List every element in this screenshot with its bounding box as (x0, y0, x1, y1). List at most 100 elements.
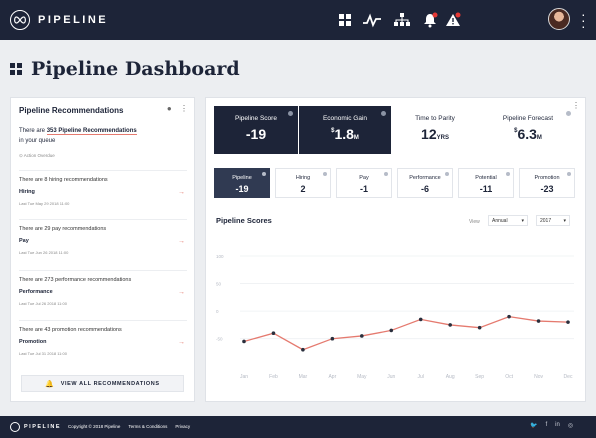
data-point[interactable] (301, 347, 305, 352)
y-tick-label: -50 (216, 337, 223, 342)
info-icon[interactable]: ● (166, 104, 172, 113)
kpi-economic-gain[interactable]: Economic Gain $1.8M (299, 106, 391, 154)
footer: PIPELINE Copyright © 2018 Pipeline Terms… (0, 416, 596, 438)
recommendations-card: Pipeline Recommendations ● ⋮ There are 3… (10, 97, 195, 402)
privacy-link[interactable]: Privacy (175, 424, 191, 429)
recommendations-title: Pipeline Recommendations (19, 106, 124, 115)
info-icon[interactable] (323, 172, 327, 176)
data-point[interactable] (566, 320, 570, 324)
linkedin-icon[interactable]: in (555, 422, 560, 428)
kpi-pipeline-forecast[interactable]: Pipeline Forecast $6.3M (480, 106, 576, 154)
notification-bell-icon[interactable] (422, 12, 438, 28)
x-tick-label: Jul (418, 374, 424, 380)
data-point[interactable] (360, 334, 364, 338)
tab-promotion[interactable]: Promotion -23 (519, 168, 575, 198)
page-header: Pipeline Dashboard (10, 58, 240, 80)
arrow-right-icon[interactable]: → (178, 289, 185, 296)
card-menu-icon[interactable]: ⋮ (572, 101, 580, 110)
arrow-right-icon[interactable]: → (178, 238, 185, 245)
top-navbar: PIPELINE · · · (0, 0, 596, 40)
kpi-time-to-parity[interactable]: Time to Parity 12YRS (415, 115, 455, 142)
data-point[interactable] (448, 323, 452, 327)
tab-potential[interactable]: Potential -11 (458, 168, 514, 198)
footer-logo[interactable]: PIPELINE (10, 422, 61, 432)
chevron-down-icon: ▾ (563, 218, 566, 224)
x-tick-label: Oct (505, 374, 513, 380)
dashboard-grid-icon[interactable] (337, 12, 353, 28)
data-point[interactable] (242, 339, 246, 344)
arrow-right-icon[interactable]: → (178, 339, 185, 346)
view-all-recommendations-button[interactable]: 🔔 VIEW ALL RECOMMENDATIONS (21, 375, 184, 392)
terms-link[interactable]: Terms & Conditions (128, 424, 168, 429)
data-point[interactable] (271, 331, 276, 335)
alert-warning-icon[interactable] (445, 12, 461, 28)
data-point[interactable] (477, 325, 482, 330)
pipeline-metrics-card: ⋮ Pipeline Score -19 Economic Gain $1.8M… (205, 97, 586, 402)
recommendation-count-link[interactable]: 353 Pipeline Recommendations (46, 128, 137, 135)
x-tick-label: Aug (446, 374, 455, 380)
kpi-pipeline-score[interactable]: Pipeline Score -19 (214, 106, 298, 154)
recommendation-item-pay[interactable]: There are 29 pay recommendations Pay Las… (19, 219, 187, 255)
info-icon[interactable] (288, 111, 293, 116)
data-point[interactable] (536, 319, 541, 323)
app-logo[interactable]: PIPELINE (10, 10, 108, 30)
tab-performance[interactable]: Performance -6 (397, 168, 453, 198)
x-tick-label: May (357, 374, 367, 380)
data-point[interactable] (389, 328, 394, 333)
info-icon[interactable] (384, 172, 388, 176)
org-chart-icon[interactable] (393, 12, 411, 28)
tab-hiring[interactable]: Hiring 2 (275, 168, 331, 198)
x-tick-label: Apr (328, 374, 336, 380)
chevron-down-icon: ▾ (521, 218, 524, 224)
analytics-trend-icon[interactable] (362, 12, 382, 28)
copyright-text: Copyright © 2018 Pipeline (68, 424, 121, 429)
chart-title: Pipeline Scores (216, 216, 272, 225)
instagram-icon[interactable]: ◎ (567, 423, 574, 429)
page-title: Pipeline Dashboard (31, 58, 240, 80)
bell-icon: 🔔 (45, 380, 55, 388)
info-icon[interactable] (566, 111, 571, 116)
x-tick-label: Jan (240, 374, 248, 380)
view-label: View (469, 219, 480, 225)
user-avatar[interactable] (548, 8, 570, 30)
y-tick-label: 100 (216, 254, 224, 259)
x-tick-label: Mar (299, 374, 308, 380)
dashboard-grid-icon (10, 63, 22, 75)
x-tick-label: Sep (475, 374, 484, 380)
data-point[interactable] (418, 317, 423, 322)
data-point[interactable] (330, 336, 335, 341)
recommendation-item-promotion[interactable]: There are 43 promotion recommendations P… (19, 320, 187, 356)
card-actions: ● ⋮ (167, 104, 188, 113)
series-line (243, 315, 569, 351)
arrow-right-icon[interactable]: → (178, 189, 185, 196)
info-icon[interactable] (506, 172, 510, 176)
more-options-icon[interactable]: · · · (581, 6, 586, 34)
recommendations-summary: There are 353 Pipeline Recommendations i… (19, 128, 137, 144)
x-tick-label: Nov (534, 374, 543, 380)
pipeline-scores-chart: 100 50 0 -50 Jan Feb Mar Apr May Jun Jul Aug Sep Oct… (216, 254, 574, 380)
period-select[interactable]: Annual ▾ (488, 215, 528, 226)
data-point[interactable] (507, 314, 511, 319)
x-tick-label: Dec (564, 374, 573, 380)
twitter-icon[interactable]: 🐦 (530, 423, 538, 429)
y-tick-label: 0 (216, 309, 219, 314)
x-tick-label: Jun (387, 374, 395, 380)
info-icon[interactable] (381, 111, 386, 116)
info-icon[interactable] (445, 172, 449, 176)
infinity-logo-icon (10, 422, 20, 432)
tab-pay[interactable]: Pay -1 (336, 168, 392, 198)
info-icon[interactable] (567, 172, 571, 176)
x-tick-label: Feb (269, 374, 278, 380)
y-tick-label: 50 (216, 282, 222, 287)
tab-pipeline[interactable]: Pipeline -19 (214, 168, 270, 198)
year-select[interactable]: 2017 ▾ (536, 215, 570, 226)
card-menu-icon[interactable]: ⋮ (180, 104, 188, 113)
action-overdue-label: ⊙ Action Overdue (19, 153, 55, 158)
clock-icon: ⊙ (19, 153, 24, 158)
recommendation-item-hiring[interactable]: There are 8 hiring recommendations Hirin… (19, 170, 187, 206)
info-icon[interactable] (262, 172, 266, 176)
social-links: 🐦 f in ◎ (530, 422, 573, 429)
footer-links: Copyright © 2018 Pipeline Terms & Condit… (68, 424, 190, 429)
recommendation-item-performance[interactable]: There are 273 performance recommendation… (19, 270, 187, 306)
facebook-icon[interactable]: f (545, 422, 548, 428)
